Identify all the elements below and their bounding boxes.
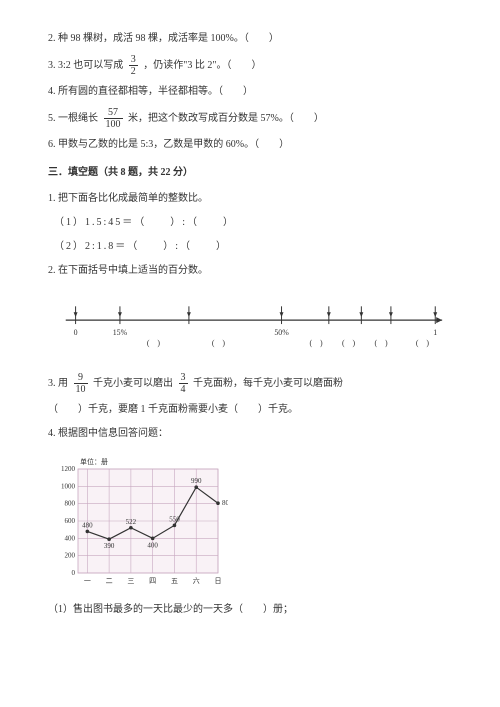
svg-text:单位：册: 单位：册 (80, 457, 108, 466)
judge-q5: 5. 一根绳长 57100 米，把这个数改写成百分数是 57%。（ ） (48, 107, 452, 130)
svg-text:( ): ( ) (309, 339, 322, 348)
judge-q6: 6. 甲数与乙数的比是 5:3，乙数是甲数的 60%。（ ） (48, 136, 452, 154)
svg-text:990: 990 (191, 477, 202, 485)
svg-text:三: 三 (127, 577, 134, 585)
svg-text:400: 400 (147, 541, 158, 549)
text-b: 千克小麦可以磨出 (93, 378, 173, 389)
fill-q1-2: （2）2:1.8＝（ ）:（ ） (48, 238, 452, 256)
svg-text:200: 200 (65, 552, 76, 560)
judge-q4: 4. 所有圆的直径都相等，半径都相等。（ ） (48, 83, 452, 101)
svg-text:550: 550 (169, 515, 180, 523)
svg-text:522: 522 (126, 518, 137, 526)
svg-text:805: 805 (222, 499, 228, 507)
svg-text:1000: 1000 (61, 482, 76, 490)
svg-text:0: 0 (72, 569, 76, 577)
text-c: 千克面粉，每千克小麦可以磨面粉 (193, 378, 343, 389)
svg-text:480: 480 (82, 521, 93, 529)
svg-text:0: 0 (74, 328, 78, 337)
fill-q2: 2. 在下面括号中填上适当的百分数。 (48, 262, 452, 280)
text: 2. 种 98 棵树，成活 98 棵，成活率是 100%。（ ） (48, 33, 279, 44)
svg-text:50%: 50% (274, 328, 289, 337)
number-line: 0 1 15% 50% ( ) ( ) ( ) ( ) ( ) ( ) (48, 298, 452, 358)
svg-text:( ): ( ) (147, 339, 160, 348)
svg-text:( ): ( ) (416, 339, 429, 348)
fraction-57-100: 57100 (104, 107, 123, 130)
judge-q2: 2. 种 98 棵树，成活 98 棵，成活率是 100%。（ ） (48, 30, 452, 48)
fill-q3: 3. 用 910 千克小麦可以磨出 34 千克面粉，每千克小麦可以磨面粉 (48, 372, 452, 395)
text: 6. 甲数与乙数的比是 5:3，乙数是甲数的 60%。（ ） (48, 139, 289, 150)
fill-q1: 1. 把下面各比化成最简单的整数比。 (48, 190, 452, 208)
fill-q1-1: （1）1.5:45＝（ ）:（ ） (48, 214, 452, 232)
svg-text:二: 二 (106, 577, 113, 585)
svg-text:1: 1 (433, 328, 437, 337)
text-a: 3. 3:2 也可以写成 (48, 60, 123, 71)
text-b: ，仍读作"3 比 2"。（ ） (143, 60, 261, 71)
svg-text:( ): ( ) (342, 339, 355, 348)
svg-text:四: 四 (149, 577, 156, 585)
fill-q4: 4. 根据图中信息回答问题： (48, 425, 452, 443)
fraction-9-10: 910 (74, 372, 88, 395)
svg-text:五: 五 (171, 577, 178, 585)
fraction-3-2: 32 (129, 54, 138, 77)
svg-text:( ): ( ) (374, 339, 387, 348)
line-chart: 0 200 400 600 800 1000 1200 一 二 三 四 五 六 日 单位：册 480 390 52… (48, 451, 452, 591)
fraction-3-4: 34 (179, 372, 188, 395)
fill-q3-line2: （ ）千克，要磨 1 千克面粉需要小麦（ ）千克。 (48, 401, 452, 419)
text-a: 5. 一根绳长 (48, 113, 98, 124)
svg-text:600: 600 (65, 517, 76, 525)
svg-text:390: 390 (104, 542, 115, 550)
text-b: 米，把这个数改写成百分数是 57%。（ ） (128, 113, 324, 124)
section-3-title: 三．填空题（共 8 题，共 22 分） (48, 164, 452, 182)
svg-text:1200: 1200 (61, 465, 76, 473)
fill-q4-1: （1）售出图书最多的一天比最少的一天多（ ）册； (48, 601, 452, 619)
svg-text:六: 六 (193, 576, 200, 585)
svg-text:( ): ( ) (212, 339, 225, 348)
svg-text:15%: 15% (113, 328, 128, 337)
svg-text:800: 800 (65, 500, 76, 508)
svg-text:400: 400 (65, 534, 76, 542)
svg-text:一: 一 (84, 577, 91, 585)
text-a: 3. 用 (48, 378, 68, 389)
text: 4. 所有圆的直径都相等，半径都相等。（ ） (48, 86, 253, 97)
judge-q3: 3. 3:2 也可以写成 32 ，仍读作"3 比 2"。（ ） (48, 54, 452, 77)
svg-text:日: 日 (215, 577, 222, 585)
